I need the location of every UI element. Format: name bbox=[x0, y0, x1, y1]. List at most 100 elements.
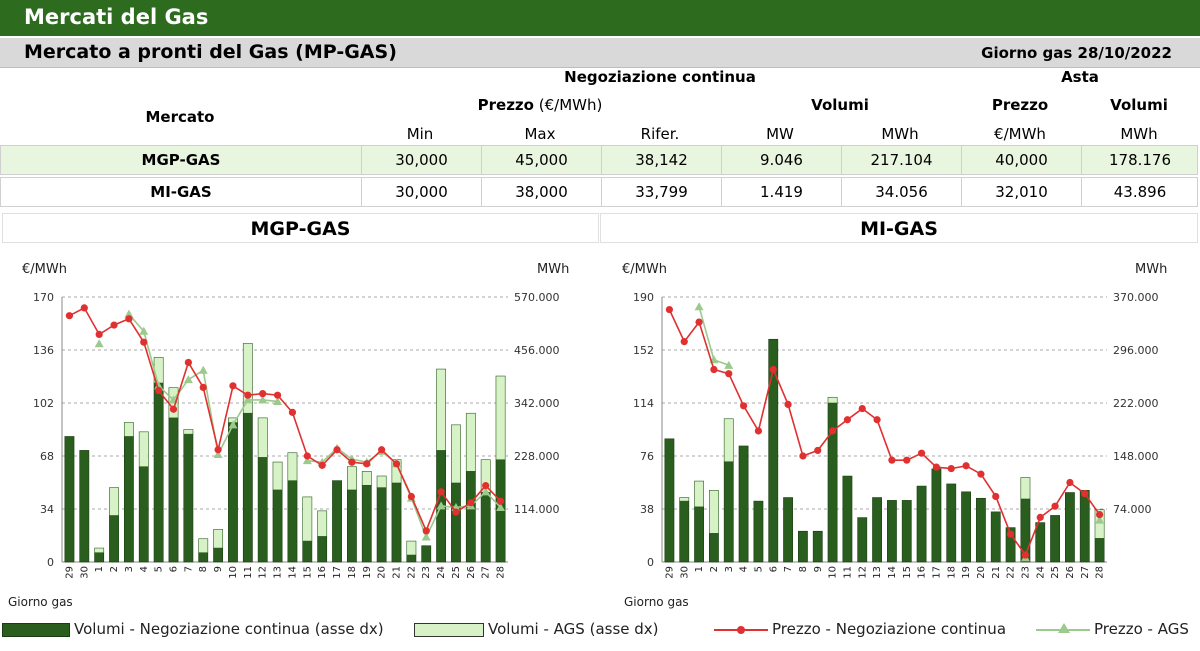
chart0-price-ags-point bbox=[481, 487, 491, 496]
chart0-x-tick-label: 29 bbox=[64, 566, 75, 579]
chart1-x-tick-label: 7 bbox=[783, 566, 794, 572]
chart0-bar-vol-ags bbox=[287, 452, 298, 481]
chart1-price-ags-point bbox=[694, 302, 704, 311]
chart0-xlabel: Giorno gas bbox=[8, 595, 73, 609]
chart1-xlabel: Giorno gas bbox=[624, 595, 689, 609]
legend-tri-price-ags bbox=[1058, 623, 1070, 633]
chart1-left-tick-label: 114 bbox=[633, 397, 654, 410]
chart0-x-tick-label: 23 bbox=[421, 566, 432, 579]
chart1-x-tick-label: 6 bbox=[768, 566, 779, 572]
chart0-bar-vol-ags bbox=[376, 475, 387, 488]
chart0-x-tick-label: 4 bbox=[139, 566, 150, 572]
chart0-x-tick-label: 1 bbox=[94, 566, 105, 572]
legend-label-vol-cont: Volumi - Negoziazione continua (asse dx) bbox=[74, 620, 384, 638]
chart0-price-cont-point bbox=[422, 527, 430, 535]
chart1-ylabel-left: €/MWh bbox=[622, 262, 667, 277]
chart0-bar-vol-cont bbox=[109, 515, 119, 563]
chart1-x-tick-label: 26 bbox=[1065, 566, 1076, 579]
chart1-price-cont-point bbox=[769, 365, 777, 374]
chart0-price-cont-point bbox=[169, 405, 178, 413]
chart1-bar-vol-cont bbox=[901, 500, 912, 563]
chart0-bar-vol-cont bbox=[257, 457, 268, 563]
chart0-x-tick-label: 6 bbox=[169, 566, 180, 572]
chart1-right-tick-label: 74.000 bbox=[1113, 503, 1152, 516]
chart0-x-tick-label: 3 bbox=[124, 566, 135, 572]
chart0-bar-vol-ags bbox=[94, 547, 105, 554]
page-title: Mercato a pronti del Gas (MP-GAS) bbox=[24, 41, 397, 63]
chart1-bar-vol-cont bbox=[1094, 538, 1105, 563]
chart1-x-tick-label: 27 bbox=[1080, 566, 1091, 579]
chart0-x-tick-label: 13 bbox=[273, 566, 284, 579]
chart0-bar-vol-cont bbox=[287, 480, 298, 563]
cell-mw: 1.419 bbox=[721, 178, 841, 206]
chart0-bar-vol-cont bbox=[228, 422, 238, 563]
chart1-left-tick-label: 190 bbox=[633, 291, 654, 304]
chart0-x-tick-label: 16 bbox=[317, 566, 328, 579]
chart0-bar-vol-ags bbox=[406, 540, 417, 556]
chart0-price-ags-point bbox=[213, 449, 223, 458]
cell-asta-volumi: 178.176 bbox=[1081, 146, 1198, 174]
chart1-bar-vol-cont bbox=[1035, 522, 1046, 563]
chart1-price-cont-point bbox=[858, 404, 866, 413]
chart1-bar-vol-cont bbox=[738, 445, 749, 563]
chart0-price-cont-point bbox=[95, 330, 103, 339]
chart1-x-tick-label: 28 bbox=[1095, 566, 1106, 579]
chart1-x-tick-label: 29 bbox=[664, 566, 675, 579]
chart0-price-cont-point bbox=[80, 304, 88, 312]
chart0-price-ags-point bbox=[302, 456, 312, 465]
chart0-x-tick-label: 25 bbox=[451, 566, 462, 579]
chart0-ylabel-right: MWh bbox=[537, 262, 569, 277]
chart0-right-tick-label: 456.000 bbox=[514, 344, 560, 357]
chart0-bar-vol-ags bbox=[361, 471, 372, 486]
chart0-x-tick-label: 19 bbox=[362, 566, 373, 579]
chart0-bar-vol-cont bbox=[123, 436, 134, 563]
chart0-x-tick-label: 24 bbox=[436, 566, 447, 579]
page-banner: Mercati del Gas bbox=[0, 0, 1200, 36]
chart1-x-tick-label: 8 bbox=[798, 566, 809, 572]
chart1-price-cont-point bbox=[1081, 490, 1089, 498]
cell-mercato: MGP-GAS bbox=[141, 151, 221, 169]
chart1-bar-vol-cont bbox=[753, 500, 764, 563]
chart1-x-tick-label: 1 bbox=[694, 566, 705, 572]
chart0-price-cont-point bbox=[155, 386, 163, 395]
chart1-x-tick-label: 16 bbox=[917, 566, 928, 579]
chart0-price-cont-point bbox=[244, 391, 252, 399]
chart1-bar-vol-cont bbox=[1065, 492, 1075, 563]
chart1-bar-vol-cont bbox=[887, 500, 897, 563]
chart1-price-cont-point bbox=[992, 492, 1000, 501]
chart1-bar-vol-ags bbox=[1020, 477, 1031, 500]
chart1-bar-vol-cont bbox=[990, 511, 1001, 563]
chart0-bar-vol-cont bbox=[451, 482, 461, 563]
chart0-ylabel-left: €/MWh bbox=[22, 262, 67, 277]
chart0-price-cont-line bbox=[69, 306, 502, 533]
chart0-x-tick-label: 8 bbox=[198, 566, 209, 572]
chart0-right-tick-label: 228.000 bbox=[514, 450, 560, 463]
chart1-bar-vol-cont bbox=[946, 483, 957, 563]
chart0-bar-vol-ags bbox=[436, 368, 447, 451]
col-rifer: Rifer. bbox=[640, 125, 680, 143]
chart1-price-cont-point bbox=[1051, 502, 1059, 510]
chart1-left-tick-label: 76 bbox=[640, 450, 654, 463]
chart1-x-tick-label: 24 bbox=[1035, 566, 1046, 579]
chart0-bar-vol-cont bbox=[64, 436, 75, 563]
chart1-bar-vol-cont bbox=[679, 500, 690, 563]
chart0-bar-vol-ags bbox=[198, 538, 209, 554]
chart0-price-cont-point bbox=[318, 461, 326, 469]
chart1-left-tick-label: 0 bbox=[647, 556, 654, 569]
legend-swatch-vol-cont bbox=[2, 623, 70, 637]
cell-mwh: 34.056 bbox=[841, 178, 961, 206]
cell-asta-prezzo: 32,010 bbox=[961, 178, 1081, 206]
chart0-price-cont-point bbox=[333, 446, 341, 454]
chart0-left-tick-label: 170 bbox=[33, 291, 54, 304]
chart0-price-cont-point bbox=[288, 408, 297, 416]
chart0-price-cont-point bbox=[125, 315, 133, 323]
chart-title-mgp: MGP-GAS bbox=[2, 213, 599, 243]
chart0-bar-vol-ags bbox=[183, 429, 194, 435]
prezzo-unit: (€/MWh) bbox=[538, 96, 603, 114]
chart0-price-ags-point bbox=[183, 375, 193, 384]
chart1-price-cont-point bbox=[784, 400, 792, 408]
chart1-right-tick-label: 296.000 bbox=[1113, 344, 1159, 357]
chart0-x-tick-label: 5 bbox=[154, 566, 165, 572]
chart1-bar-vol-cont bbox=[872, 497, 882, 563]
cell-max: 38,000 bbox=[481, 178, 601, 206]
